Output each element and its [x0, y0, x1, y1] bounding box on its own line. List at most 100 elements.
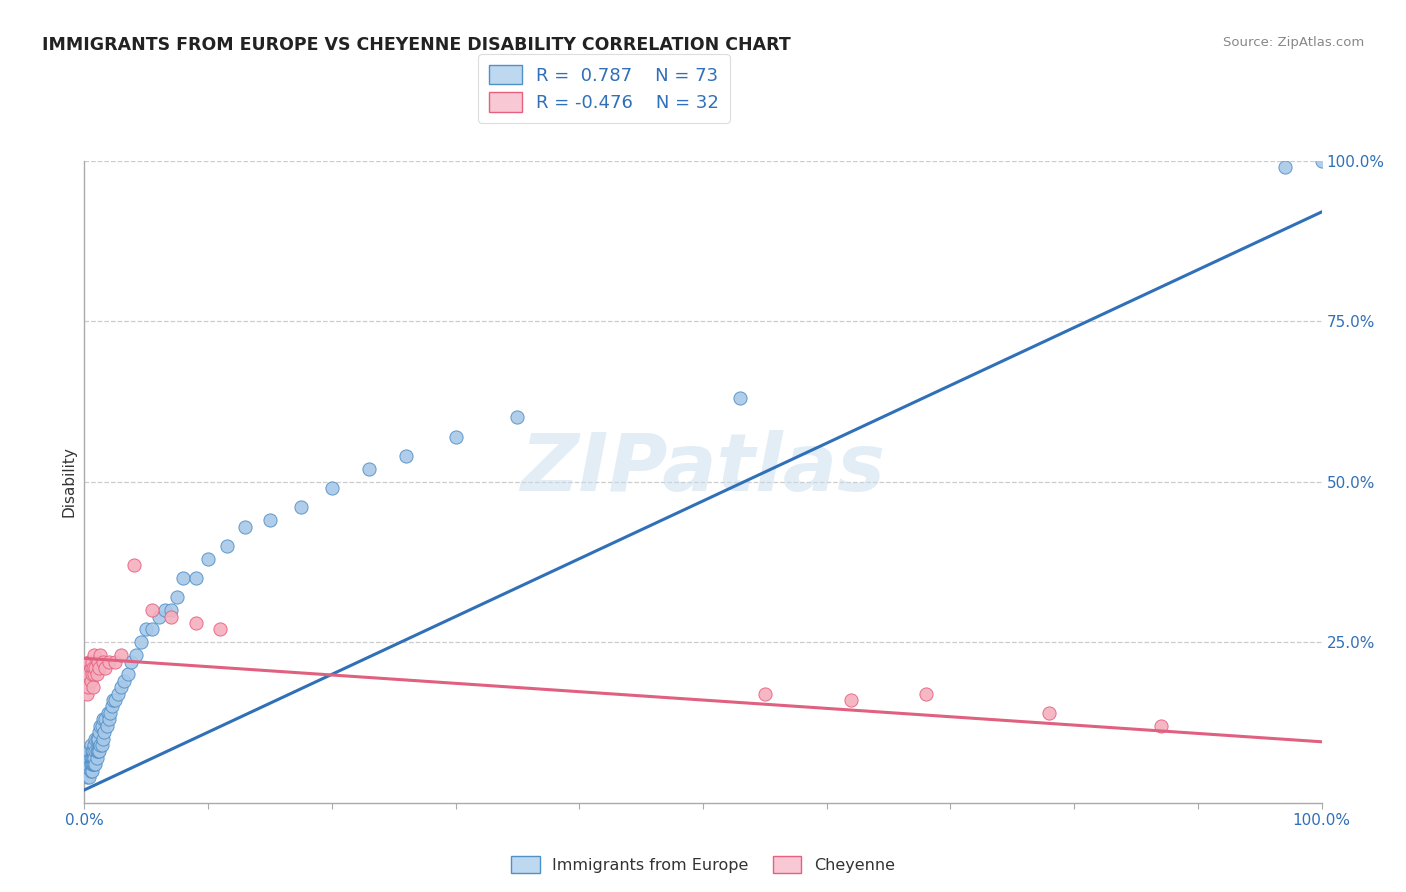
Point — [259, 513, 281, 527]
Point — [87, 731, 110, 746]
Point — [80, 757, 103, 772]
Y-axis label: Disability: Disability — [60, 446, 76, 517]
Point — [1150, 719, 1173, 733]
Point — [89, 725, 111, 739]
Point — [98, 655, 121, 669]
Point — [86, 744, 108, 758]
Point — [80, 751, 103, 765]
Point — [112, 673, 135, 688]
Point — [79, 764, 101, 778]
Point — [104, 655, 127, 669]
Point — [160, 603, 183, 617]
Point — [184, 615, 207, 630]
Point — [1038, 706, 1060, 720]
Point — [79, 757, 101, 772]
Legend: Immigrants from Europe, Cheyenne: Immigrants from Europe, Cheyenne — [505, 849, 901, 880]
Point — [153, 603, 176, 617]
Point — [444, 430, 467, 444]
Point — [754, 687, 776, 701]
Point — [215, 539, 238, 553]
Point — [77, 667, 100, 681]
Point — [184, 571, 207, 585]
Point — [141, 623, 163, 637]
Point — [79, 655, 101, 669]
Point — [166, 591, 188, 605]
Point — [82, 757, 104, 772]
Point — [83, 648, 105, 662]
Point — [76, 770, 98, 784]
Point — [79, 744, 101, 758]
Point — [84, 661, 107, 675]
Point — [172, 571, 194, 585]
Point — [83, 738, 105, 752]
Point — [90, 738, 112, 752]
Point — [79, 738, 101, 752]
Point — [89, 738, 111, 752]
Point — [80, 744, 103, 758]
Point — [79, 673, 101, 688]
Point — [90, 719, 112, 733]
Point — [93, 725, 115, 739]
Point — [79, 751, 101, 765]
Point — [395, 449, 418, 463]
Point — [87, 744, 110, 758]
Point — [79, 661, 101, 675]
Point — [506, 410, 529, 425]
Point — [79, 751, 101, 765]
Point — [80, 655, 103, 669]
Point — [100, 699, 122, 714]
Point — [89, 648, 111, 662]
Point — [91, 655, 114, 669]
Point — [87, 655, 110, 669]
Point — [110, 648, 132, 662]
Text: IMMIGRANTS FROM EUROPE VS CHEYENNE DISABILITY CORRELATION CHART: IMMIGRANTS FROM EUROPE VS CHEYENNE DISAB… — [42, 36, 792, 54]
Point — [84, 731, 107, 746]
Point — [1274, 160, 1296, 174]
Point — [197, 551, 219, 566]
Point — [97, 706, 120, 720]
Point — [86, 667, 108, 681]
Point — [841, 693, 863, 707]
Point — [233, 519, 256, 533]
Point — [1310, 153, 1333, 168]
Point — [96, 719, 118, 733]
Point — [125, 648, 148, 662]
Point — [80, 764, 103, 778]
Point — [89, 661, 111, 675]
Point — [129, 635, 152, 649]
Point — [91, 712, 114, 726]
Point — [104, 693, 127, 707]
Point — [89, 744, 111, 758]
Point — [82, 744, 104, 758]
Point — [94, 661, 117, 675]
Point — [86, 731, 108, 746]
Point — [101, 693, 124, 707]
Point — [914, 687, 936, 701]
Point — [94, 712, 117, 726]
Point — [84, 744, 107, 758]
Text: Source: ZipAtlas.com: Source: ZipAtlas.com — [1223, 36, 1364, 49]
Point — [82, 751, 104, 765]
Point — [83, 667, 105, 681]
Point — [120, 655, 142, 669]
Point — [117, 667, 139, 681]
Point — [83, 757, 105, 772]
Point — [82, 661, 104, 675]
Point — [77, 764, 100, 778]
Legend: R =  0.787    N = 73, R = -0.476    N = 32: R = 0.787 N = 73, R = -0.476 N = 32 — [478, 54, 730, 123]
Point — [84, 757, 107, 772]
Point — [141, 603, 163, 617]
Point — [209, 623, 232, 637]
Point — [86, 751, 108, 765]
Point — [82, 680, 104, 694]
Point — [77, 680, 100, 694]
Point — [135, 623, 157, 637]
Point — [110, 680, 132, 694]
Point — [76, 687, 98, 701]
Point — [728, 391, 751, 405]
Point — [83, 751, 105, 765]
Point — [357, 462, 380, 476]
Point — [160, 609, 183, 624]
Text: ZIPatlas: ZIPatlas — [520, 430, 886, 508]
Point — [107, 687, 129, 701]
